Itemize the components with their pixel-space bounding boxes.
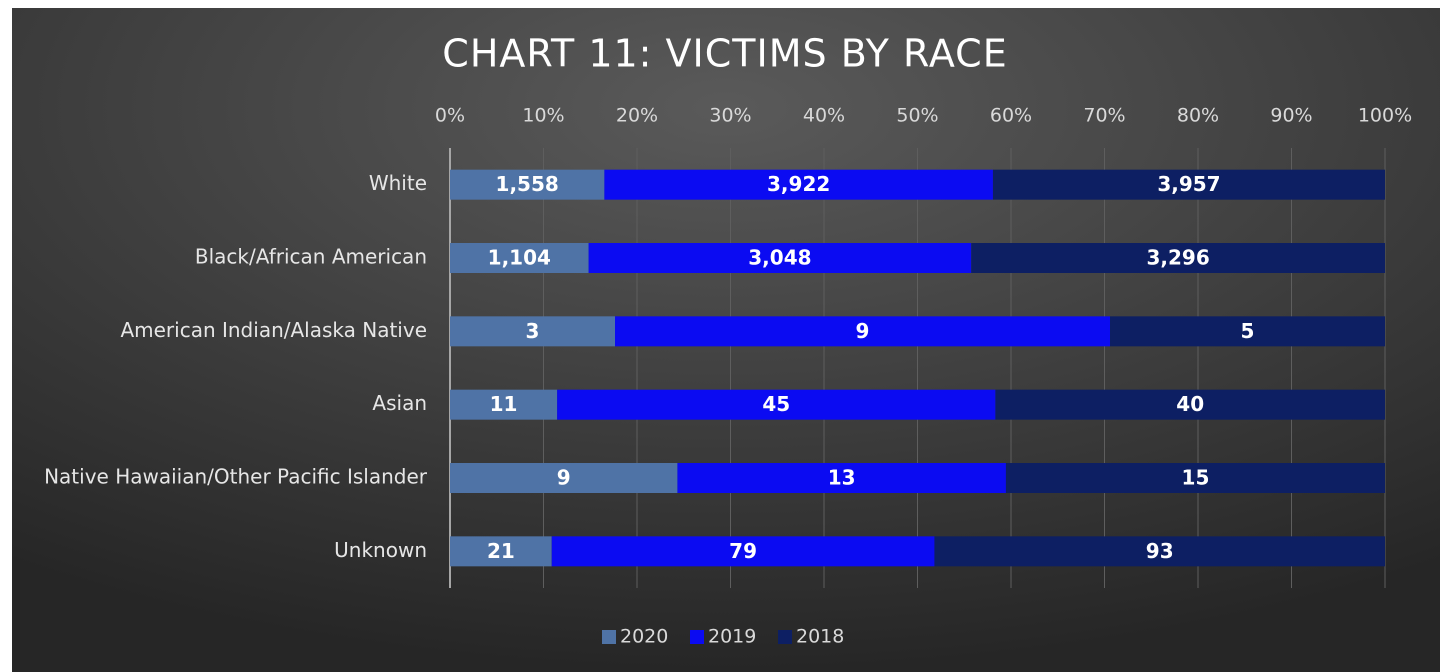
- legend-swatch: [778, 630, 792, 644]
- bar-segment: [450, 536, 552, 567]
- data-label: 3,922: [767, 172, 830, 196]
- data-label: 45: [762, 392, 790, 416]
- legend-swatch: [690, 630, 704, 644]
- y-tick-label: American Indian/Alaska Native: [120, 318, 427, 342]
- x-tick-label: 0%: [435, 105, 465, 127]
- bar-segment: [604, 169, 993, 200]
- data-label: 5: [1241, 319, 1255, 343]
- data-label: 9: [557, 466, 571, 490]
- data-label: 1,104: [488, 246, 551, 270]
- chart-title: CHART 11: VICTIMS BY RACE: [442, 32, 1007, 76]
- data-label: 21: [487, 539, 515, 563]
- x-tick-label: 50%: [896, 105, 938, 127]
- data-label: 3,957: [1157, 172, 1220, 196]
- bar-segment: [1005, 463, 1385, 493]
- data-label: 40: [1176, 392, 1204, 416]
- x-tick-label: 40%: [803, 105, 845, 127]
- bar-segment: [450, 169, 605, 200]
- legend-swatch: [602, 630, 616, 644]
- data-label: 13: [828, 466, 856, 490]
- bar-segment: [551, 536, 935, 567]
- data-label: 15: [1182, 466, 1210, 490]
- bar-segment: [450, 316, 615, 347]
- data-label: 93: [1146, 539, 1174, 563]
- y-tick-label: Black/African American: [195, 245, 427, 269]
- x-tick-label: 30%: [709, 105, 751, 127]
- x-tick-label: 70%: [1083, 105, 1125, 127]
- bar-segment: [677, 463, 1006, 493]
- data-label: 3: [526, 319, 540, 343]
- bar-segment: [557, 389, 996, 420]
- data-label: 79: [729, 539, 757, 563]
- data-label: 9: [856, 319, 870, 343]
- x-tick-label: 60%: [990, 105, 1032, 127]
- x-tick-label: 80%: [1177, 105, 1219, 127]
- data-label: 1,558: [496, 172, 559, 196]
- bar-segment: [588, 243, 972, 273]
- bar-segment: [615, 316, 1110, 347]
- bar-segment: [1110, 316, 1385, 347]
- y-tick-label: Native Hawaiian/Other Pacific Islander: [44, 465, 428, 489]
- legend-label: 2020: [620, 626, 668, 648]
- y-tick-label: Unknown: [334, 538, 427, 562]
- x-tick-label: 20%: [616, 105, 658, 127]
- x-tick-label: 10%: [522, 105, 564, 127]
- y-tick-label: Asian: [372, 391, 427, 415]
- bar-segment: [971, 243, 1385, 273]
- bar-segment: [995, 389, 1385, 420]
- bar-segment: [450, 389, 558, 420]
- x-tick-label: 90%: [1270, 105, 1312, 127]
- data-label: 11: [490, 392, 518, 416]
- x-tick-label: 100%: [1358, 105, 1412, 127]
- data-label: 3,048: [748, 246, 811, 270]
- legend-label: 2018: [796, 626, 844, 648]
- bar-segment: [450, 463, 678, 493]
- legend-label: 2019: [708, 626, 756, 648]
- data-label: 3,296: [1146, 246, 1209, 270]
- bar-segment: [450, 243, 589, 273]
- bar-segment: [992, 169, 1385, 200]
- y-tick-label: White: [369, 171, 427, 195]
- bar-segment: [934, 536, 1385, 567]
